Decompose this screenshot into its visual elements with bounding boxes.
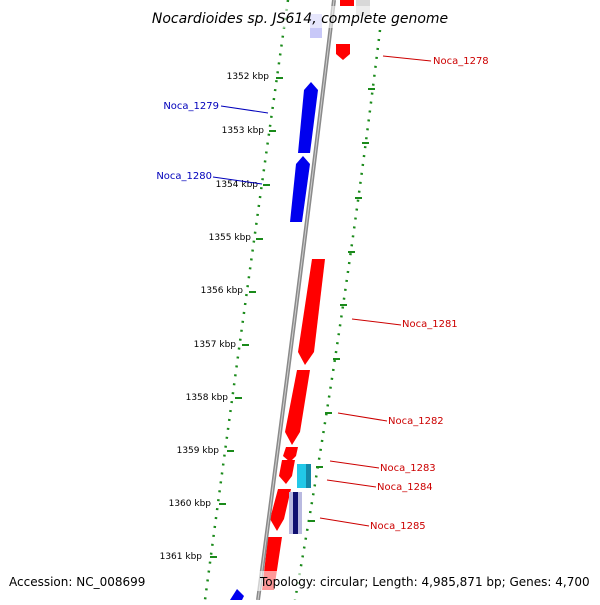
- scale-tick-label: 1360 kbp: [169, 499, 212, 509]
- leader-noca-1282: [337, 412, 388, 422]
- gene-arrow-noca-1280[interactable]: [290, 156, 310, 222]
- title-backdrop: [150, 6, 452, 28]
- scale-tick: 1354 kbp: [216, 180, 270, 190]
- scale-tick: 1359 kbp: [177, 446, 234, 456]
- gene-label-noca-1279[interactable]: Noca_1279: [163, 101, 219, 112]
- gene-arrow-noca-1284[interactable]: [279, 460, 295, 484]
- leader-noca-1284: [326, 479, 377, 488]
- scale-tick: 1352 kbp: [227, 72, 283, 82]
- leader-noca-1280: [212, 176, 263, 185]
- accession-text: Accession: NC_008699: [9, 575, 145, 589]
- gene-label-noca-1283[interactable]: Noca_1283: [380, 463, 436, 474]
- leader-noca-1278: [382, 55, 432, 62]
- gene-arrow-noca-1279[interactable]: [298, 82, 318, 153]
- feature-cyan[interactable]: [297, 464, 311, 488]
- leader-noca-1281: [351, 318, 402, 326]
- scale-tick: 1356 kbp: [201, 286, 256, 296]
- gene-arrow-noca-1285[interactable]: [270, 489, 291, 531]
- leader-noca-1279: [220, 105, 269, 114]
- scale-tick-label: 1357 kbp: [194, 340, 237, 350]
- scale-tick: 1358 kbp: [186, 393, 242, 403]
- scale-tick-label: 1359 kbp: [177, 446, 220, 456]
- scale-tick-label: 1352 kbp: [227, 72, 270, 82]
- footer-backdrop-right: [257, 571, 597, 591]
- leader-noca-1285: [319, 517, 370, 527]
- scale-tick: 1353 kbp: [222, 126, 276, 136]
- gene-label-noca-1278[interactable]: Noca_1278: [433, 56, 489, 67]
- gene-arrow-noca-1281[interactable]: [298, 259, 325, 365]
- feature-cyan-shade: [306, 464, 311, 488]
- footer-backdrop-left: [4, 571, 154, 591]
- gene-label-noca-1284[interactable]: Noca_1284: [377, 482, 433, 493]
- scale-tick: 1355 kbp: [209, 233, 263, 243]
- gene-label-noca-1280[interactable]: Noca_1280: [156, 171, 212, 182]
- gene-arrow-noca-1278[interactable]: [336, 44, 350, 60]
- scale-tick-label: 1361 kbp: [160, 552, 203, 562]
- scale-tick: 1361 kbp: [160, 552, 217, 562]
- outer-minor-ticks: [308, 88, 375, 522]
- feature-navy-core: [293, 492, 298, 534]
- scale-tick-label: 1354 kbp: [216, 180, 259, 190]
- scale-tick-label: 1353 kbp: [222, 126, 265, 136]
- scale-tick: 1360 kbp: [169, 499, 226, 509]
- gene-label-noca-1282[interactable]: Noca_1282: [388, 416, 444, 427]
- scale-tick-label: 1356 kbp: [201, 286, 244, 296]
- feature-navy[interactable]: [289, 492, 302, 534]
- genome-backbone-highlight: [257, 0, 335, 601]
- gene-arrow-noca-1283[interactable]: [283, 447, 298, 462]
- partial-gene-top-red[interactable]: [340, 0, 354, 6]
- gene-label-noca-1281[interactable]: Noca_1281: [402, 319, 458, 330]
- scale-tick-label: 1358 kbp: [186, 393, 229, 403]
- gene-arrow-noca-1282[interactable]: [285, 370, 310, 445]
- label-leaders: [212, 55, 432, 527]
- page-title: Nocardioides sp. JS614, complete genome: [152, 11, 448, 27]
- gene-layer: [230, 44, 350, 600]
- scale-ticks: 1352 kbp 1353 kbp 1354 kbp 1355 kbp 1356…: [160, 72, 283, 562]
- scale-tick-label: 1355 kbp: [209, 233, 252, 243]
- gene-labels: Noca_1278 Noca_1279 Noca_1280 Noca_1281 …: [156, 56, 488, 532]
- scale-tick: 1357 kbp: [194, 340, 249, 350]
- topology-summary-text: Topology: circular; Length: 4,985,871 bp…: [259, 575, 590, 589]
- partial-gene-bottom-blue[interactable]: [230, 589, 244, 600]
- leader-noca-1283: [329, 460, 380, 469]
- gene-label-noca-1285[interactable]: Noca_1285: [370, 521, 426, 532]
